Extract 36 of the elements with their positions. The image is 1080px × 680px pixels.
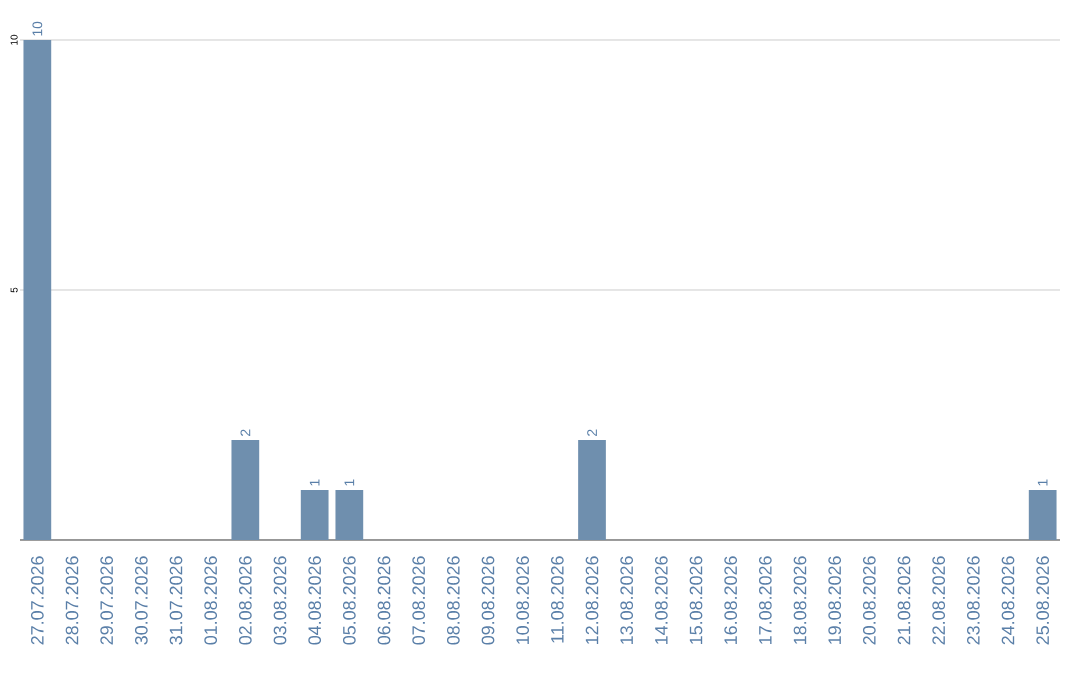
bar (23, 39, 52, 540)
x-tick-label: 12.08.2026 (585, 556, 599, 644)
x-tick-label: 30.07.2026 (134, 556, 148, 645)
x-tick-label: 05.08.2026 (342, 556, 356, 645)
x-tick-label: 13.08.2026 (620, 556, 634, 644)
x-tick-label: 01.08.2026 (204, 556, 218, 645)
x-tick-label: 06.08.2026 (377, 556, 391, 645)
x-tick-label: 25.08.2026 (1036, 556, 1050, 645)
bar (231, 440, 260, 540)
x-tick-label: 16.08.2026 (724, 556, 738, 644)
x-tick-label: 09.08.2026 (481, 556, 495, 645)
bar (335, 490, 364, 540)
x-tick-label: 23.08.2026 (966, 556, 980, 645)
x-tick-label: 08.08.2026 (446, 556, 460, 645)
x-tick-label: 10.08.2026 (516, 556, 530, 644)
bar (578, 440, 606, 540)
x-tick-label: 15.08.2026 (689, 556, 703, 644)
x-tick-label: 02.08.2026 (238, 556, 252, 645)
x-tick-label: 24.08.2026 (1001, 556, 1015, 645)
x-tick-label: 28.07.2026 (65, 556, 79, 645)
x-tick-label: 19.08.2026 (828, 556, 842, 644)
x-tick-label: 17.08.2026 (758, 556, 772, 644)
x-tick-label: 22.08.2026 (932, 556, 946, 645)
x-tick-label: 18.08.2026 (793, 556, 807, 644)
bar (1028, 490, 1057, 540)
bar (300, 490, 329, 540)
x-tick-label: 03.08.2026 (273, 556, 287, 645)
x-tick-label: 27.07.2026 (30, 556, 44, 645)
x-tick-label: 14.08.2026 (654, 556, 668, 644)
x-tick-label: 11.08.2026 (550, 556, 564, 643)
x-tick-label: 31.07.2026 (169, 556, 183, 645)
x-tick-label: 29.07.2026 (100, 556, 114, 645)
x-tick-label: 20.08.2026 (862, 556, 876, 645)
x-tick-label: 07.08.2026 (412, 556, 426, 645)
x-tick-label: 21.08.2026 (897, 556, 911, 645)
x-tick-label: 04.08.2026 (308, 556, 322, 645)
